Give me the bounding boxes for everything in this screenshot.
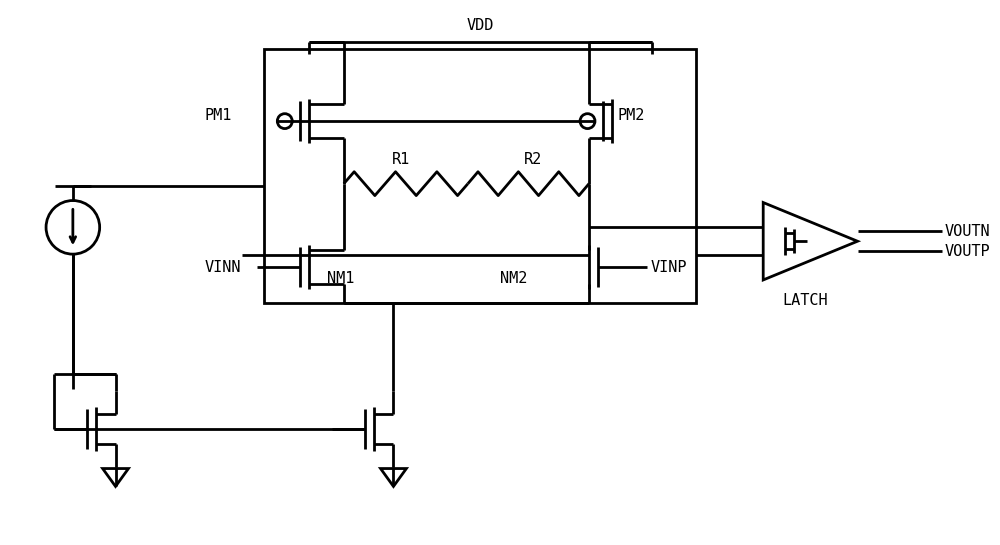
Text: PM2: PM2 (618, 108, 645, 123)
Text: PM1: PM1 (205, 108, 232, 123)
Text: VINN: VINN (205, 259, 241, 275)
Text: VOUTN: VOUTN (944, 224, 990, 239)
Text: R2: R2 (524, 153, 543, 167)
Text: VDD: VDD (466, 18, 494, 33)
Text: LATCH: LATCH (783, 293, 828, 308)
Text: NM2: NM2 (500, 271, 527, 287)
Text: NM1: NM1 (327, 271, 354, 287)
Text: VOUTP: VOUTP (944, 244, 990, 259)
Text: VINP: VINP (651, 259, 687, 275)
Text: R1: R1 (392, 153, 410, 167)
Bar (264, 49, 696, 303)
